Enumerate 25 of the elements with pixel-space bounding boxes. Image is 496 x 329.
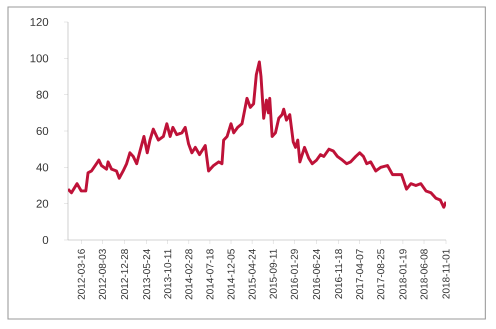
y-tick-label: 0 [42, 236, 48, 244]
x-tick-label: 2014-12-05 [227, 249, 235, 300]
x-tick-label: 2016-01-29 [290, 249, 298, 300]
y-tick-label: 80 [36, 90, 48, 99]
y-tick-label: 40 [36, 163, 48, 172]
x-tick-label: 2014-07-18 [206, 249, 214, 300]
x-tick-label: 2017-04-07 [356, 249, 364, 300]
x-tick-label: 2013-10-11 [164, 249, 172, 299]
y-tick-label: 100 [30, 54, 48, 62]
x-tick-label: 2015-04-24 [248, 249, 256, 300]
x-tick-label: 2012-12-28 [120, 249, 128, 300]
x-tick-label: 2016-11-18 [335, 249, 342, 299]
x-tick-label: 2018-06-08 [420, 249, 428, 300]
x-tick-label: 2017-08-25 [377, 249, 384, 300]
x-tick-label: 2013-05-24 [143, 249, 150, 300]
x-tick-label: 2012-08-03 [98, 249, 106, 300]
x-tick-label: 2018-11-01 [442, 249, 450, 299]
x-tick-label: 2014-02-28 [185, 249, 192, 300]
y-tick-label: 20 [36, 200, 48, 208]
x-tick-label: 2018-01-19 [399, 249, 406, 300]
x-tick-label: 2015-09-11 [270, 249, 277, 299]
y-tick-label: 60 [36, 127, 48, 136]
y-tick-label: 120 [30, 18, 48, 26]
x-tick-label: 2012-03-16 [78, 249, 85, 300]
x-tick-label: 2016-06-24 [312, 249, 320, 300]
